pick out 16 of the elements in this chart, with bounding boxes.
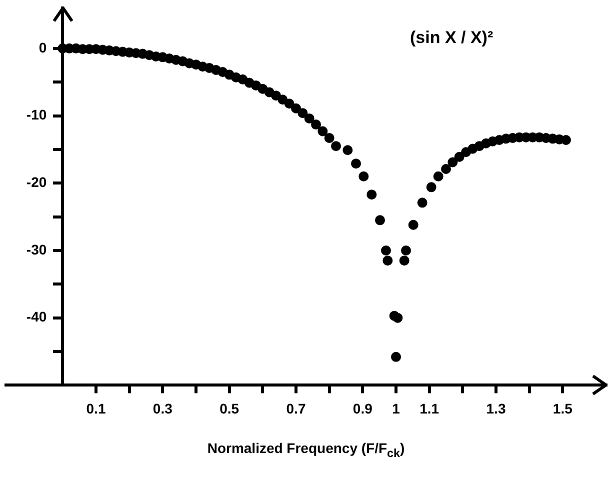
x-tick-label: 1.1 — [420, 400, 440, 416]
x-tick-label: 0.5 — [220, 400, 240, 416]
x-axis-title: Normalized Frequency (F/F$_{ck}$) — [206, 440, 406, 460]
y-tick-label: -20 — [26, 174, 47, 190]
x-tick-label: 1.5 — [552, 400, 573, 416]
y-tick-label: 0 — [38, 39, 47, 56]
y-tick-label: -10 — [26, 106, 47, 123]
x-tick-label: 1.3 — [486, 400, 506, 416]
x-tick-label: 0.1 — [86, 400, 106, 416]
annotation: (sin X / X)² — [410, 28, 494, 48]
y-tick-label: -40 — [26, 308, 47, 325]
x-tick-label: 0.9 — [352, 400, 373, 416]
y-tick-label: -30 — [26, 241, 47, 258]
x-tick-label: 0.3 — [152, 400, 173, 416]
x-tick-label: 0.7 — [286, 400, 306, 416]
x-tick-label: 1 — [392, 400, 400, 416]
